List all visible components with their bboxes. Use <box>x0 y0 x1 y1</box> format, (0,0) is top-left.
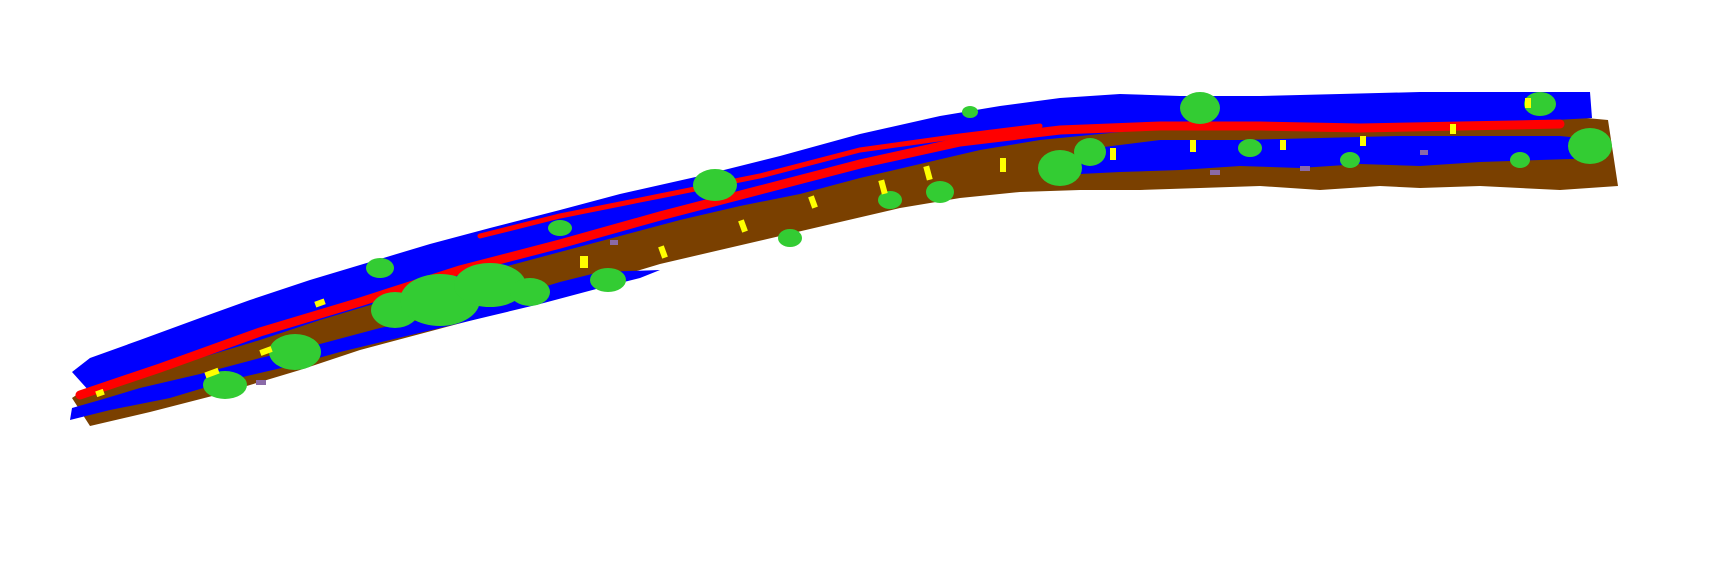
vegetation-clumps <box>203 92 1612 399</box>
road-marking-line-2 <box>477 123 1043 239</box>
vehicle-marks <box>95 98 1531 398</box>
building-band-front-east <box>1080 136 1600 174</box>
road-marking-line <box>75 119 1565 400</box>
misc-marks <box>256 150 1428 385</box>
